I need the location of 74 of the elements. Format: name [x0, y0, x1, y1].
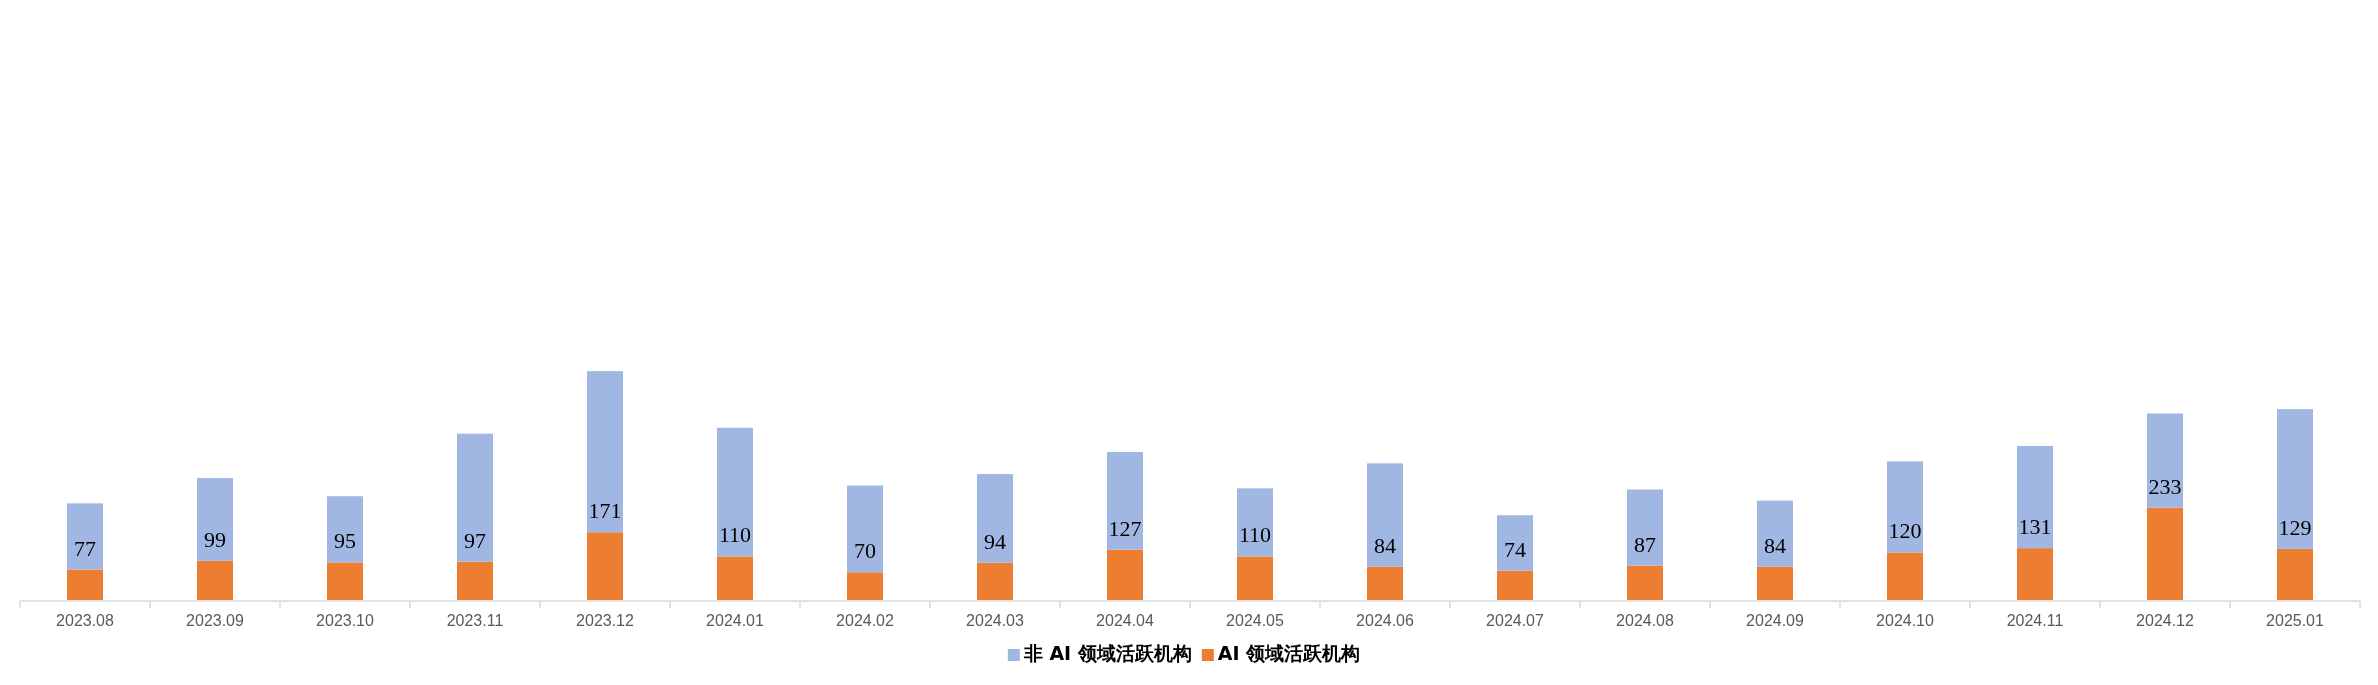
x-tick-label: 2024.11 — [2006, 612, 2064, 629]
data-label: 127 — [1108, 515, 1142, 541]
x-tick-label: 2023.10 — [316, 612, 375, 629]
data-label: 171 — [588, 498, 622, 524]
bar — [67, 503, 103, 570]
data-label: 129 — [2278, 514, 2312, 540]
data-label: 95 — [334, 528, 356, 554]
bar — [587, 371, 623, 533]
legend-label: 非 AI 领域活跃机构 — [1022, 642, 1192, 664]
bar — [1627, 489, 1663, 566]
bar — [1367, 463, 1403, 567]
data-label: 120 — [1888, 518, 1922, 544]
legend-label: AI 领域活跃机构 — [1217, 642, 1361, 664]
data-label: 77 — [74, 535, 96, 561]
data-label: 233 — [2148, 473, 2182, 499]
x-tick-label: 2023.09 — [186, 612, 245, 629]
x-tick-label: 2024.07 — [1486, 612, 1545, 629]
data-label: 110 — [718, 522, 752, 548]
bar — [1497, 570, 1533, 600]
x-tick-label: 2024.03 — [966, 612, 1025, 629]
data-label: 74 — [1504, 536, 1526, 562]
bar — [847, 572, 883, 600]
bar — [2017, 548, 2053, 600]
x-tick-label: 2024.01 — [706, 612, 765, 629]
x-tick-label: 2023.08 — [56, 612, 115, 629]
bar — [2017, 445, 2053, 549]
x-tick-label: 2023.11 — [446, 612, 504, 629]
bar — [1237, 556, 1273, 600]
x-tick-label: 2023.12 — [576, 612, 635, 629]
bar — [1757, 566, 1793, 600]
x-tick-label: 2024.08 — [1616, 612, 1675, 629]
bar — [1887, 461, 1923, 553]
bar — [67, 569, 103, 600]
x-tick-label: 2024.05 — [1226, 612, 1285, 629]
bar — [2277, 409, 2313, 549]
bar — [197, 478, 233, 561]
bar — [847, 485, 883, 573]
bar — [197, 560, 233, 600]
bar — [1107, 549, 1143, 600]
data-label: 94 — [984, 528, 1006, 554]
data-label: 99 — [204, 526, 226, 552]
bar — [1497, 515, 1533, 571]
data-label: 97 — [464, 527, 486, 553]
bar — [587, 532, 623, 600]
bar — [717, 556, 753, 600]
data-label: 84 — [1374, 532, 1396, 558]
bar — [457, 561, 493, 600]
x-tick-label: 2024.09 — [1746, 612, 1805, 629]
bar — [457, 433, 493, 562]
x-tick-label: 2024.06 — [1356, 612, 1415, 629]
x-tick-label: 2024.04 — [1096, 612, 1155, 629]
bar — [327, 562, 363, 600]
bar — [2147, 507, 2183, 600]
bar — [327, 496, 363, 563]
x-tick-label: 2024.12 — [2136, 612, 2195, 629]
data-label: 131 — [2018, 514, 2052, 540]
data-label: 110 — [1238, 522, 1272, 548]
bar — [2277, 548, 2313, 600]
bar — [977, 474, 1013, 563]
x-tick-label: 2024.02 — [836, 612, 895, 629]
data-label: 87 — [1634, 531, 1656, 557]
bar — [1627, 565, 1663, 600]
bar — [2147, 413, 2183, 508]
bar — [1887, 552, 1923, 600]
bar — [1107, 451, 1143, 550]
data-label: 70 — [854, 538, 876, 564]
data-label: 84 — [1764, 532, 1786, 558]
bar — [1757, 500, 1793, 567]
bar — [717, 427, 753, 557]
x-tick-label: 2024.10 — [1876, 612, 1935, 629]
bar — [1237, 488, 1273, 557]
bar — [977, 562, 1013, 600]
bar — [1367, 566, 1403, 600]
x-tick-label: 2025.01 — [2266, 612, 2325, 629]
